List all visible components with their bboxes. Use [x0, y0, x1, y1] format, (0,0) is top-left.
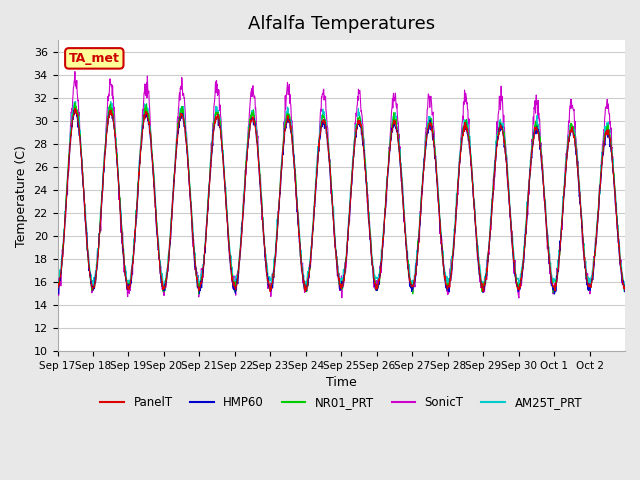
Text: TA_met: TA_met [69, 52, 120, 65]
Y-axis label: Temperature (C): Temperature (C) [15, 144, 28, 247]
Title: Alfalfa Temperatures: Alfalfa Temperatures [248, 15, 435, 33]
X-axis label: Time: Time [326, 376, 356, 389]
Legend: PanelT, HMP60, NR01_PRT, SonicT, AM25T_PRT: PanelT, HMP60, NR01_PRT, SonicT, AM25T_P… [95, 391, 587, 414]
